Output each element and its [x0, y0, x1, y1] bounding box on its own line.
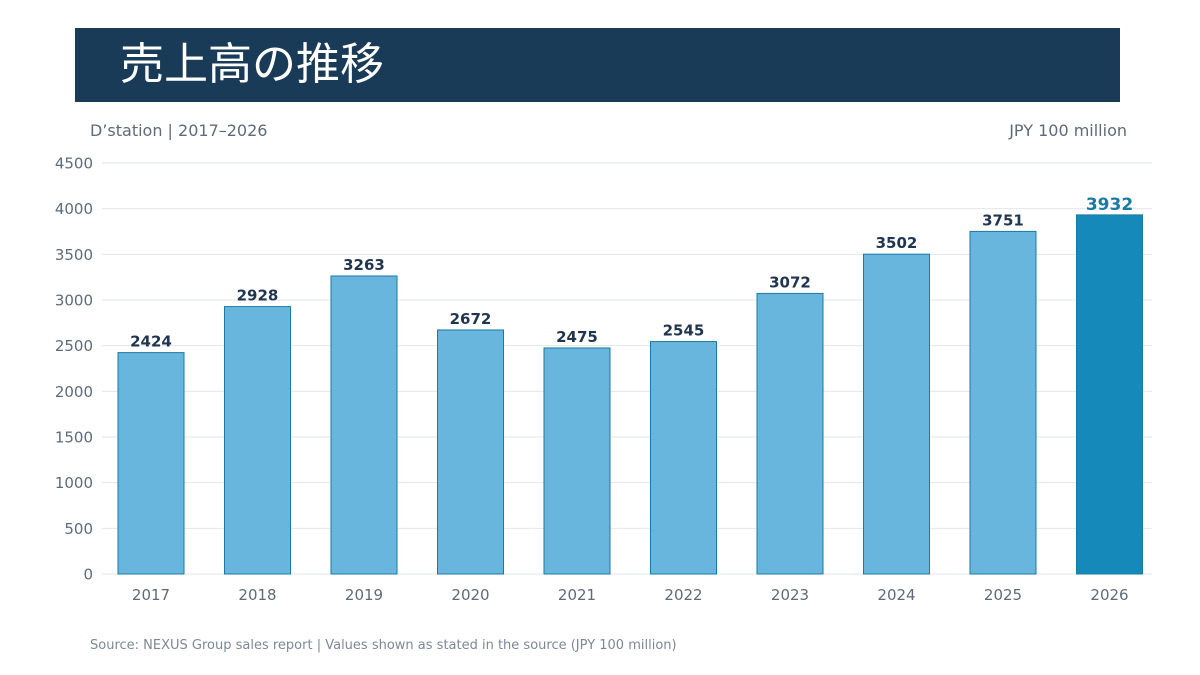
data-label: 2424 — [130, 333, 172, 351]
y-tick-label: 3000 — [55, 292, 93, 310]
x-tick-label: 2020 — [451, 586, 489, 604]
x-tick-label: 2018 — [238, 586, 276, 604]
bar-2023 — [756, 292, 824, 575]
source-note: Source: NEXUS Group sales report | Value… — [90, 638, 677, 653]
data-label: 2475 — [556, 328, 598, 346]
title-banner: 売上高の推移 — [75, 28, 1120, 102]
x-tick-label: 2023 — [771, 586, 809, 604]
unit-label: JPY 100 million — [1009, 121, 1127, 140]
data-label: 2545 — [663, 322, 705, 340]
x-tick-label: 2019 — [345, 586, 383, 604]
bar-2019 — [330, 275, 398, 575]
bar-2024 — [863, 253, 930, 575]
bar-2025 — [969, 230, 1037, 575]
data-label: 2928 — [237, 287, 279, 305]
x-tick-label: 2021 — [558, 586, 596, 604]
data-label: 3263 — [343, 256, 385, 274]
y-tick-label: 2500 — [55, 337, 93, 355]
x-tick-label: 2026 — [1090, 586, 1128, 604]
y-tick-label: 1000 — [55, 474, 93, 492]
chart-subtitle: D’station | 2017–2026 — [90, 121, 268, 140]
bar-2022 — [650, 341, 717, 575]
x-tick-label: 2017 — [132, 586, 170, 604]
chart-title: 売上高の推移 — [120, 39, 384, 90]
bar-2026 — [1076, 214, 1143, 575]
x-tick-label: 2022 — [664, 586, 702, 604]
bar-2017 — [117, 352, 185, 575]
y-tick-label: 3500 — [55, 246, 93, 264]
data-label: 2672 — [450, 310, 492, 328]
x-tick-label: 2024 — [877, 586, 915, 604]
y-tick-label: 4000 — [55, 200, 93, 218]
bar-2018 — [224, 306, 291, 575]
data-label: 3932 — [1086, 195, 1133, 215]
y-tick-label: 4500 — [55, 155, 93, 173]
bar-2021 — [543, 347, 611, 575]
y-tick-label: 1500 — [55, 429, 93, 447]
y-tick-label: 0 — [83, 566, 93, 584]
y-tick-label: 2000 — [55, 383, 93, 401]
data-label: 3502 — [876, 234, 918, 252]
y-tick-label: 500 — [64, 520, 93, 538]
bar-2020 — [437, 329, 504, 575]
x-tick-label: 2025 — [984, 586, 1022, 604]
data-label: 3072 — [769, 273, 811, 291]
data-label: 3751 — [982, 211, 1024, 229]
